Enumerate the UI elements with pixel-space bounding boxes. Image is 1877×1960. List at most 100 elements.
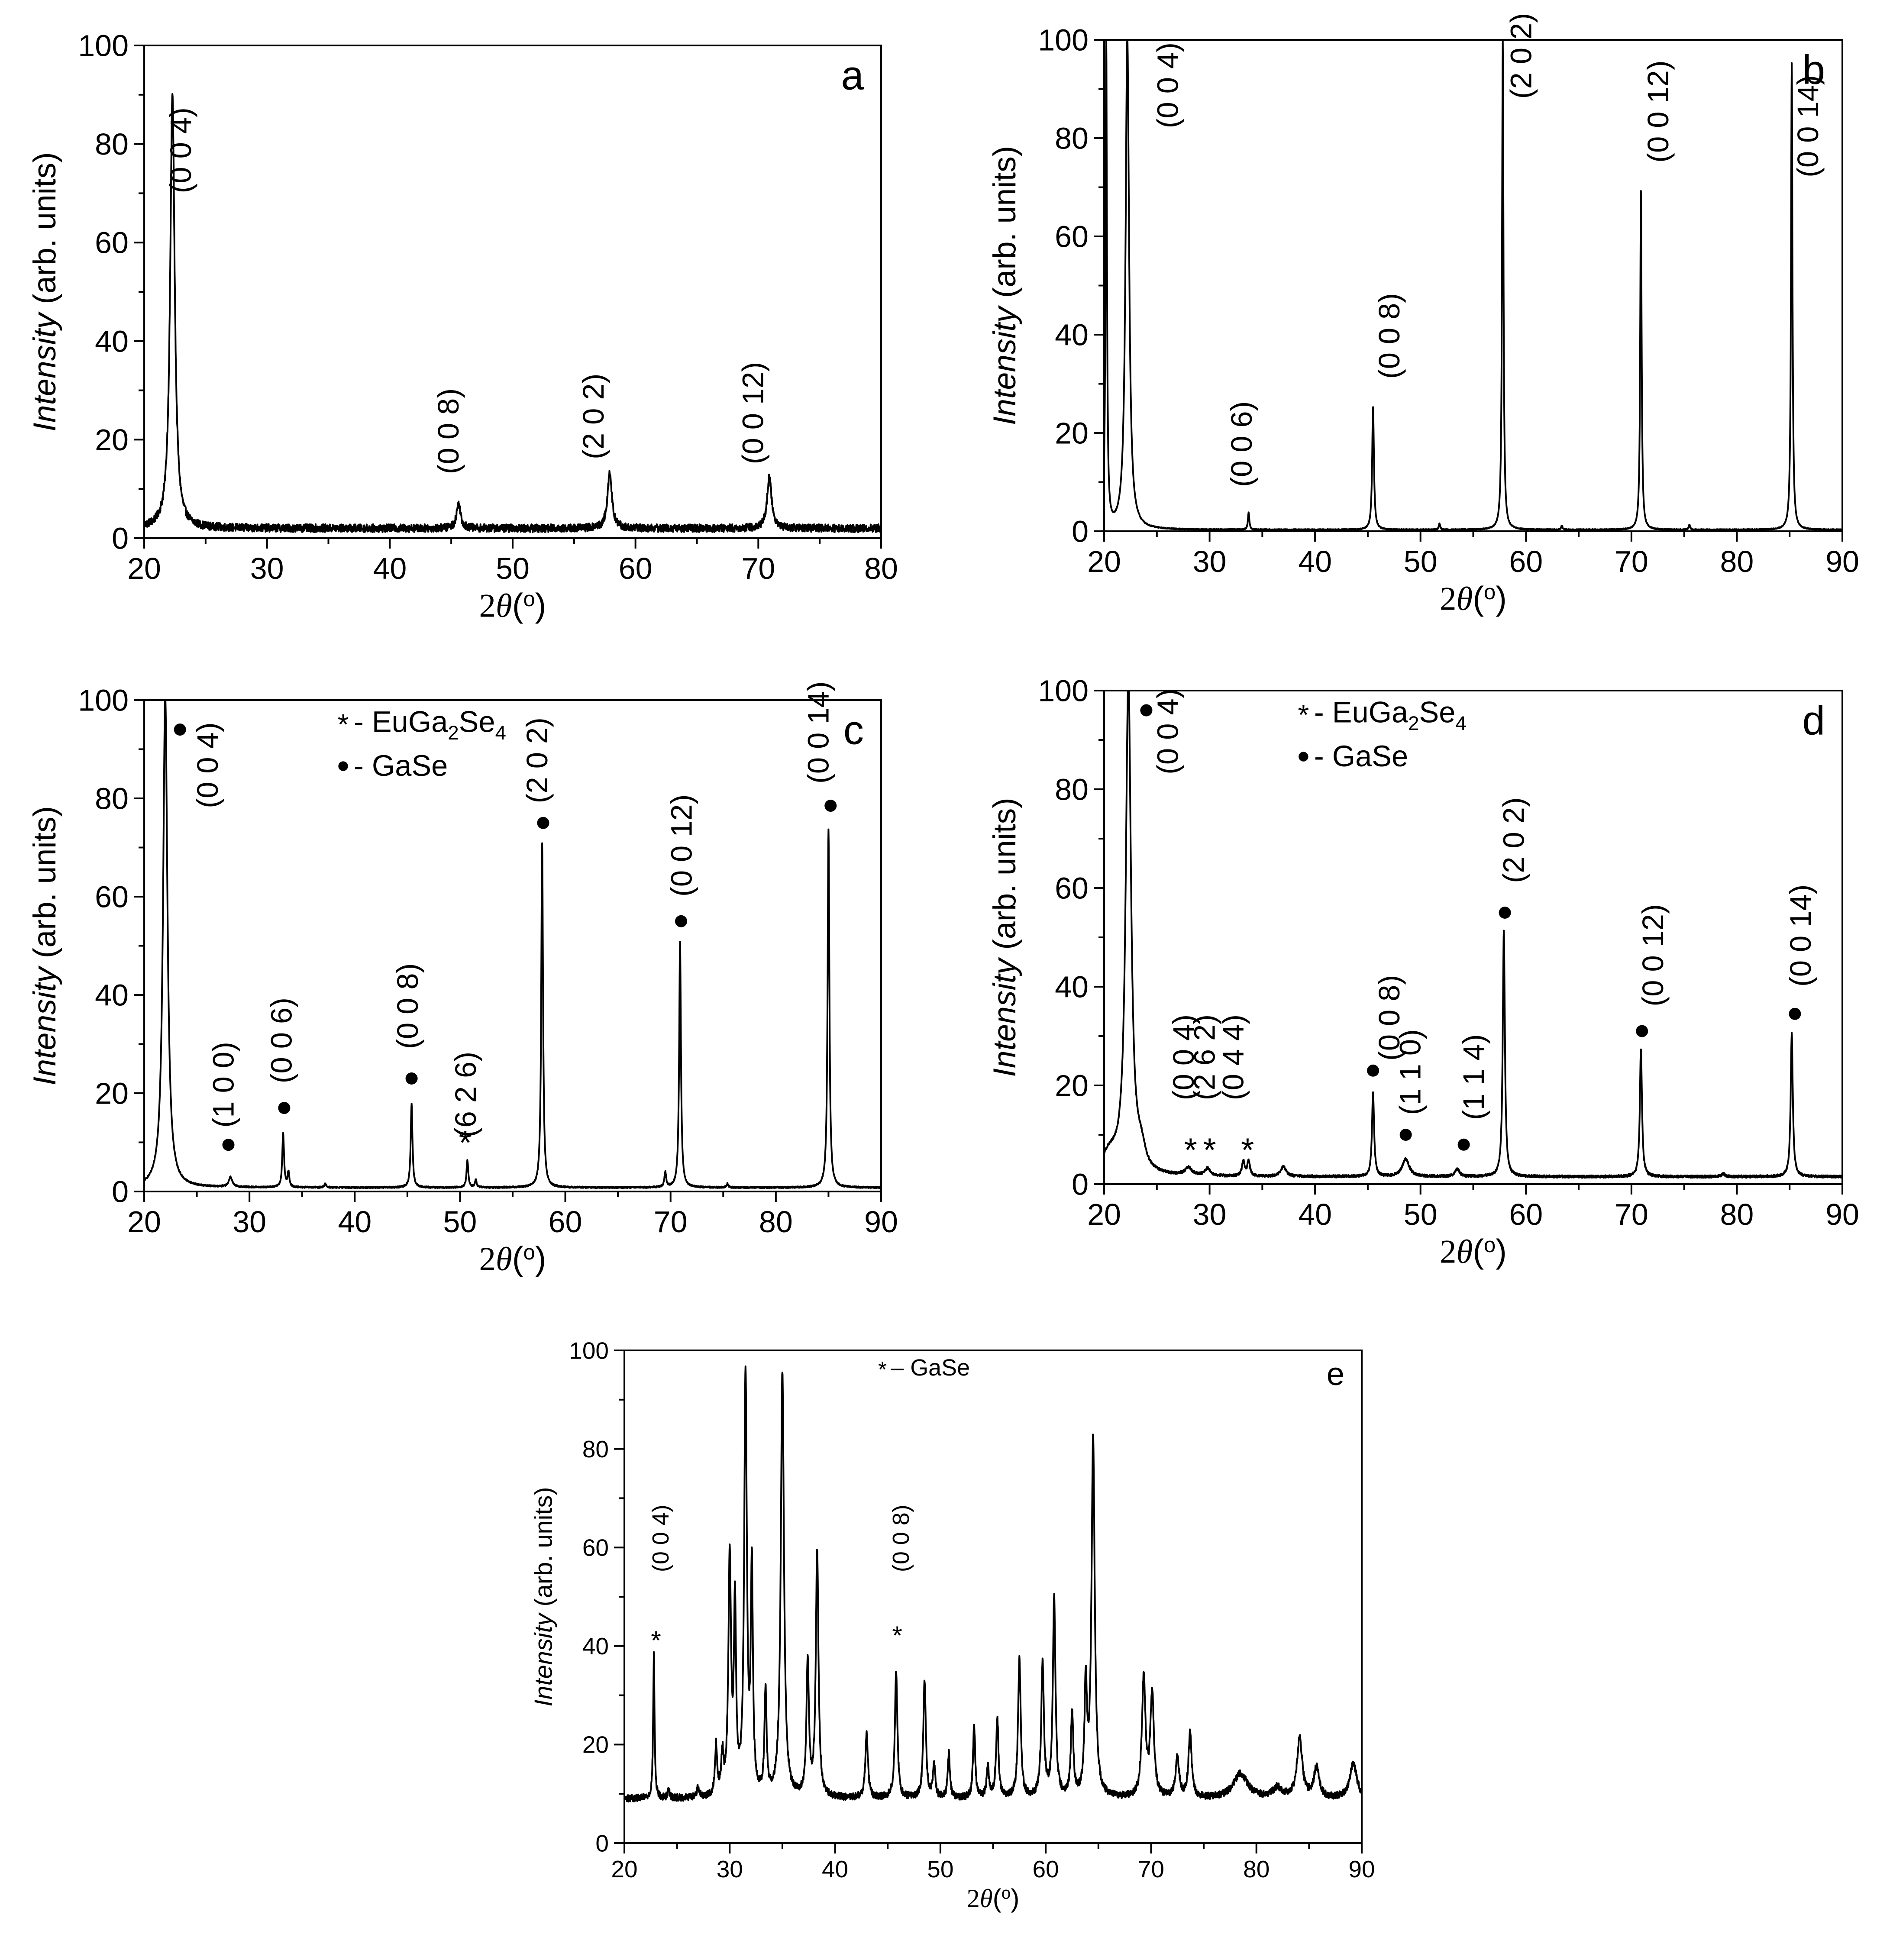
peak-annotation: (0 0 4) bbox=[1151, 42, 1185, 128]
peak-annotation: (0 0 12) bbox=[665, 794, 698, 897]
eugase-marker: * bbox=[1203, 1131, 1216, 1169]
legend-label: – GaSe bbox=[891, 1355, 970, 1381]
peak-annotation: (2 0 2) bbox=[1504, 13, 1538, 99]
x-tick-label: 30 bbox=[233, 1205, 266, 1239]
y-axis-label: Intensity (arb. units) bbox=[26, 806, 62, 1085]
gase-marker bbox=[824, 800, 837, 812]
y-tick-label: 40 bbox=[582, 1633, 609, 1660]
x-tick-label: 50 bbox=[443, 1205, 477, 1239]
x-tick-label: 30 bbox=[250, 552, 284, 585]
y-tick-label: 60 bbox=[582, 1534, 609, 1561]
y-axis-label: Intensity (arb. units) bbox=[986, 798, 1022, 1077]
x-tick-label: 40 bbox=[1298, 1198, 1332, 1231]
x-tick-label: 30 bbox=[1193, 1198, 1227, 1231]
peak-annotation: (0 0 14) bbox=[1791, 75, 1825, 177]
legend-symbol bbox=[338, 761, 348, 771]
y-tick-label: 20 bbox=[1055, 1069, 1089, 1103]
x-tick-label: 40 bbox=[338, 1205, 372, 1239]
y-tick-label: 20 bbox=[1055, 417, 1089, 450]
gase-marker bbox=[537, 817, 549, 829]
x-tick-label: 70 bbox=[1615, 545, 1648, 578]
y-tick-label: 0 bbox=[112, 522, 129, 555]
gase-marker bbox=[1399, 1129, 1412, 1141]
eugase-marker: * bbox=[1241, 1131, 1254, 1169]
y-tick-label: 20 bbox=[95, 423, 129, 457]
legend-label: - EuGa2Se4 bbox=[1314, 696, 1467, 735]
peak-annotation: (0 0 6) bbox=[1225, 401, 1258, 487]
peak-annotation: (0 0 12) bbox=[1641, 60, 1675, 162]
xrd-curve-d bbox=[1104, 691, 1842, 1179]
gase-marker bbox=[1636, 1025, 1648, 1037]
peak-annotation: (6 2 6) bbox=[449, 1052, 482, 1137]
y-tick-label: 40 bbox=[1055, 318, 1089, 352]
y-tick-label: 0 bbox=[112, 1175, 129, 1209]
peak-annotation: (0 0 8) bbox=[1373, 293, 1406, 379]
peak-annotation: (0 0 4) bbox=[1167, 1014, 1200, 1100]
legend-symbol bbox=[1299, 752, 1308, 762]
x-axis-label: 2θ(o) bbox=[1440, 580, 1507, 617]
legend-label: - GaSe bbox=[1314, 739, 1408, 773]
x-tick-label: 20 bbox=[611, 1856, 637, 1883]
x-tick-label: 50 bbox=[1404, 545, 1438, 578]
x-tick-label: 50 bbox=[927, 1856, 953, 1883]
y-tick-label: 0 bbox=[1072, 1168, 1089, 1201]
legend-symbol: * bbox=[878, 1357, 887, 1382]
panel-letter: c bbox=[843, 707, 864, 753]
x-tick-label: 80 bbox=[1720, 1198, 1754, 1231]
xrd-curve-e bbox=[624, 1365, 1362, 1803]
gase-marker bbox=[405, 1072, 418, 1085]
x-tick-label: 30 bbox=[717, 1856, 743, 1883]
x-axis-label: 2θ(o) bbox=[479, 1240, 546, 1278]
x-tick-label: 40 bbox=[1298, 545, 1332, 578]
x-tick-label: 90 bbox=[1348, 1856, 1375, 1883]
y-tick-label: 40 bbox=[95, 324, 129, 358]
x-tick-label: 30 bbox=[1193, 545, 1227, 578]
x-tick-label: 60 bbox=[619, 552, 653, 585]
peak-annotation: (0 0 6) bbox=[265, 998, 298, 1083]
panel-letter: a bbox=[841, 53, 864, 99]
x-tick-label: 60 bbox=[1033, 1856, 1059, 1883]
x-tick-label: 80 bbox=[864, 552, 898, 585]
x-tick-label: 40 bbox=[822, 1856, 848, 1883]
peak-annotation: (0 0 8) bbox=[1373, 975, 1406, 1061]
peak-annotation: (0 0 14) bbox=[801, 681, 835, 784]
gase-marker bbox=[1789, 1007, 1801, 1020]
eugase-marker: * bbox=[459, 1124, 472, 1162]
x-tick-label: 40 bbox=[373, 552, 407, 585]
x-tick-label: 80 bbox=[1243, 1856, 1270, 1883]
x-tick-label: 60 bbox=[1509, 1198, 1543, 1231]
eugase-marker: * bbox=[892, 1621, 902, 1650]
y-tick-label: 100 bbox=[78, 684, 129, 717]
legend-symbol: * bbox=[338, 709, 349, 741]
x-tick-label: 50 bbox=[1404, 1198, 1438, 1231]
x-tick-label: 60 bbox=[1509, 545, 1543, 578]
x-tick-label: 70 bbox=[1615, 1198, 1648, 1231]
xrd-curve-c bbox=[144, 700, 881, 1189]
peak-annotation: (1 0 0) bbox=[207, 1042, 240, 1127]
y-tick-label: 0 bbox=[595, 1830, 609, 1857]
peak-annotation: (0 0 4) bbox=[1151, 689, 1185, 775]
y-tick-label: 100 bbox=[1038, 23, 1089, 57]
gase-marker bbox=[278, 1102, 291, 1114]
x-tick-label: 70 bbox=[741, 552, 775, 585]
x-axis-label: 2θ(o) bbox=[1440, 1233, 1507, 1270]
y-tick-label: 40 bbox=[1055, 970, 1089, 1004]
peak-annotation: (0 0 14) bbox=[1784, 885, 1817, 987]
panel-letter: d bbox=[1802, 698, 1825, 744]
x-tick-label: 20 bbox=[1087, 545, 1121, 578]
y-axis-label: Intensity (arb. units) bbox=[530, 1487, 558, 1706]
gase-marker bbox=[675, 915, 688, 927]
y-tick-label: 20 bbox=[582, 1731, 609, 1758]
peak-annotation: (1 1 0) bbox=[1394, 1029, 1427, 1115]
plot-frame bbox=[1103, 39, 1843, 532]
y-tick-label: 100 bbox=[569, 1337, 609, 1364]
peak-annotation: (0 0 8) bbox=[432, 388, 465, 474]
peak-annotation: (2 0 2) bbox=[520, 717, 554, 803]
peak-annotation: (0 0 8) bbox=[391, 963, 424, 1049]
